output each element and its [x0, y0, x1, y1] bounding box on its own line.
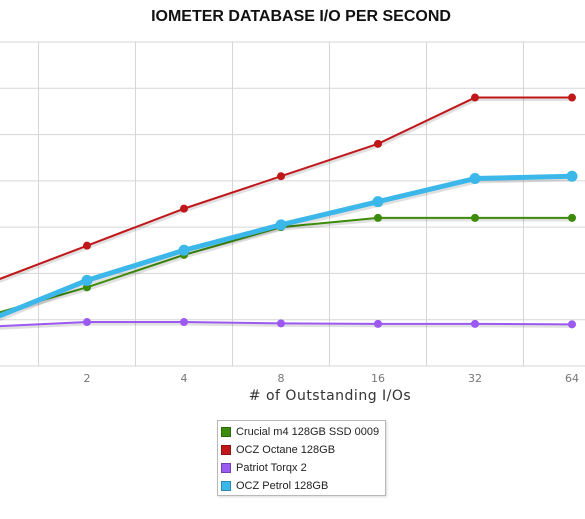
series-line: [0, 96, 572, 280]
data-point: [471, 319, 479, 328]
legend-item: Patriot Torqx 2: [221, 460, 307, 475]
legend-label: Crucial m4 128GB SSD 0009: [236, 425, 380, 438]
data-point: [469, 173, 481, 185]
data-point: [568, 93, 576, 102]
data-point: [372, 196, 384, 208]
data-point: [374, 319, 382, 328]
data-point: [374, 213, 382, 222]
series-line-shadow: [0, 218, 573, 317]
legend-item: OCZ Octane 128GB: [221, 442, 335, 457]
data-point: [83, 241, 91, 250]
series-line: [0, 216, 572, 314]
data-point: [180, 318, 188, 327]
data-point: [471, 213, 479, 222]
data-point: [275, 219, 287, 231]
data-point: [471, 93, 479, 102]
x-tick-label: 16: [371, 372, 385, 385]
legend-swatch: [221, 426, 231, 437]
chart-legend: Crucial m4 128GB SSD 0009 OCZ Octane 128…: [217, 420, 386, 496]
data-point: [566, 170, 578, 182]
x-tick-label: 2: [84, 372, 91, 385]
legend-swatch: [221, 462, 231, 473]
data-point: [180, 204, 188, 213]
chart-title: IOMETER DATABASE I/O PER SECOND: [151, 8, 451, 25]
x-tick-label: 32: [468, 372, 482, 385]
legend-label: OCZ Octane 128GB: [236, 443, 336, 456]
data-point: [277, 172, 285, 181]
x-tick-label: 64: [565, 372, 579, 385]
legend-item: OCZ Petrol 128GB: [221, 478, 328, 493]
data-point: [568, 320, 576, 329]
data-point: [277, 319, 285, 328]
legend-swatch: [221, 480, 231, 491]
x-tick-label: 8: [278, 372, 285, 385]
data-point: [83, 318, 91, 327]
data-point: [568, 213, 576, 222]
data-point: [374, 139, 382, 148]
data-point: [178, 244, 190, 256]
x-axis-label: # of Outstanding I/Os: [248, 388, 412, 404]
legend-swatch: [221, 444, 231, 455]
legend-label: OCZ Petrol 128GB: [236, 479, 329, 492]
x-tick-label: 4: [181, 372, 188, 385]
data-point: [81, 274, 93, 286]
series-line-shadow: [0, 98, 573, 283]
legend-item: Crucial m4 128GB SSD 0009: [221, 424, 379, 439]
legend-label: Patriot Torqx 2: [236, 461, 307, 474]
